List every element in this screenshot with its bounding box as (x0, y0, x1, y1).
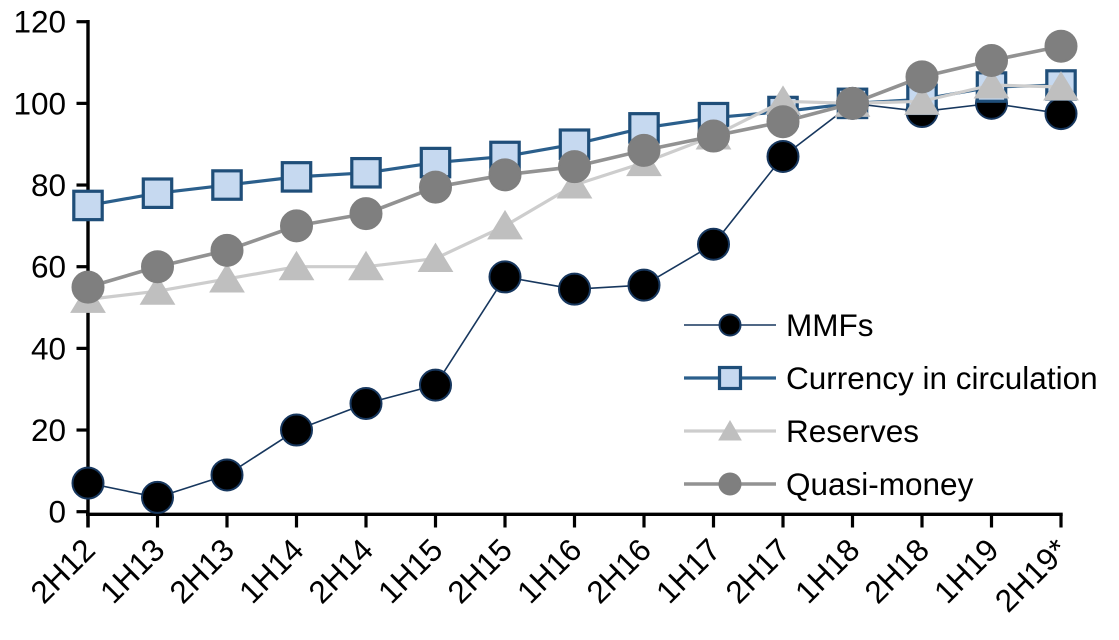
circle-marker (419, 368, 452, 402)
circle-marker (349, 197, 383, 231)
x-tick-label: 2H17 (718, 531, 797, 610)
circle-marker (627, 133, 661, 167)
circle-marker (558, 150, 591, 184)
series-quasi-money (71, 29, 1078, 304)
circle-marker (766, 105, 800, 139)
series-reserves (70, 69, 1079, 313)
x-tick-label: 2H15 (440, 531, 519, 610)
y-tick-label: 60 (31, 249, 66, 285)
x-tick-label: 1H18 (788, 531, 867, 610)
triangle-marker (556, 169, 593, 199)
circle-marker (627, 268, 661, 302)
legend-item-currency-in-circulation: Currency in circulation (684, 360, 1098, 396)
circle-marker (836, 86, 869, 120)
circle-marker (718, 472, 742, 496)
legend: MMFs Currency in circulation Reserves Quasi… (684, 307, 1098, 502)
legend-label: Reserves (786, 413, 919, 449)
series-mmfs (71, 86, 1078, 514)
triangle-marker (278, 250, 315, 281)
triangle-marker (209, 262, 245, 293)
circle-marker (558, 272, 591, 306)
y-tick-label: 100 (13, 85, 66, 121)
square-marker (717, 365, 743, 391)
x-tick-label: 1H14 (232, 531, 311, 610)
circle-marker (718, 313, 742, 337)
circle-marker (766, 139, 800, 173)
circle-marker (488, 260, 522, 294)
x-tick-label: 1H17 (649, 531, 728, 610)
x-tick-label: 2H16 (579, 531, 658, 610)
circle-marker (349, 386, 383, 420)
circle-marker (697, 119, 730, 153)
legend-label: Currency in circulation (786, 360, 1098, 396)
x-tick-label: 2H14 (301, 531, 380, 610)
x-tick-label: 2H12 (23, 531, 102, 610)
legend-item-reserves: Reserves (684, 413, 919, 449)
legend-item-mmfs: MMFs (684, 307, 873, 343)
x-tick-label: 1H16 (510, 531, 589, 610)
triangle-marker (348, 250, 384, 281)
square-marker (141, 177, 174, 210)
circle-marker (141, 480, 174, 514)
x-tick-label: 2H13 (162, 531, 241, 610)
legend-item-quasi-money: Quasi-money (684, 466, 974, 502)
circle-marker (280, 209, 313, 243)
circle-marker (71, 270, 105, 304)
triangle-marker (139, 275, 176, 305)
legend-label: Quasi-money (786, 466, 974, 502)
y-tick-label: 20 (31, 412, 66, 448)
circle-marker (1044, 29, 1078, 63)
legend-label: MMFs (786, 307, 873, 343)
triangle-marker (973, 69, 1010, 99)
x-tick-label: 1H13 (93, 531, 172, 610)
triangle-marker (417, 242, 454, 273)
square-marker (211, 169, 243, 201)
circle-marker (488, 158, 522, 192)
x-tick-label: 2H18 (857, 531, 936, 610)
triangle-marker (718, 420, 742, 441)
y-tick-label: 40 (31, 330, 66, 366)
circle-marker (975, 43, 1008, 77)
circle-marker (280, 413, 313, 447)
square-marker (350, 156, 382, 189)
circle-marker (141, 250, 174, 284)
triangle-marker (487, 209, 523, 240)
circle-marker (71, 466, 105, 500)
circle-marker (905, 60, 939, 94)
y-tick-label: 120 (13, 4, 66, 40)
x-tick-label: 2H19* (988, 531, 1075, 618)
circle-marker (697, 227, 730, 261)
circle-marker (419, 170, 452, 204)
y-tick-label: 80 (31, 167, 66, 203)
circle-marker (210, 458, 244, 492)
x-tick-label: 1H15 (371, 531, 450, 610)
circle-marker (1044, 97, 1078, 131)
triangle-marker (1043, 71, 1079, 101)
square-marker (280, 161, 313, 193)
circle-marker (210, 233, 244, 267)
triangle-marker (904, 85, 940, 115)
square-marker (72, 189, 104, 222)
y-tick-label: 0 (48, 494, 66, 530)
